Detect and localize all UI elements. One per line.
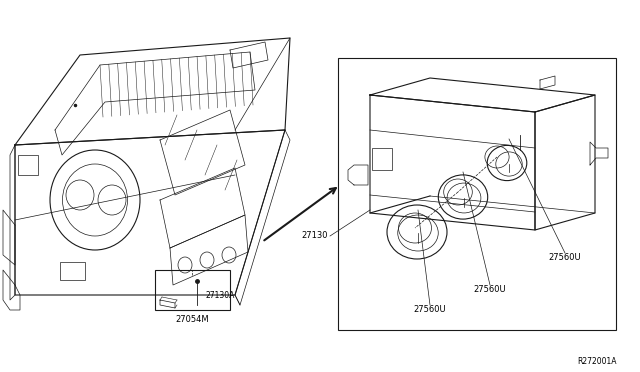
Text: 27560U: 27560U (548, 253, 581, 263)
Bar (372, 148, 392, 170)
Text: 27560U: 27560U (413, 305, 446, 314)
Bar (60, 262, 85, 280)
Bar (18, 155, 38, 175)
Text: 27054M: 27054M (175, 315, 209, 324)
Text: 27130A: 27130A (205, 292, 234, 301)
Text: R272001A: R272001A (577, 357, 617, 366)
Text: 27560U: 27560U (474, 285, 506, 295)
Bar (155, 270, 230, 310)
Text: 27130: 27130 (301, 231, 328, 241)
Bar (338, 58, 616, 330)
